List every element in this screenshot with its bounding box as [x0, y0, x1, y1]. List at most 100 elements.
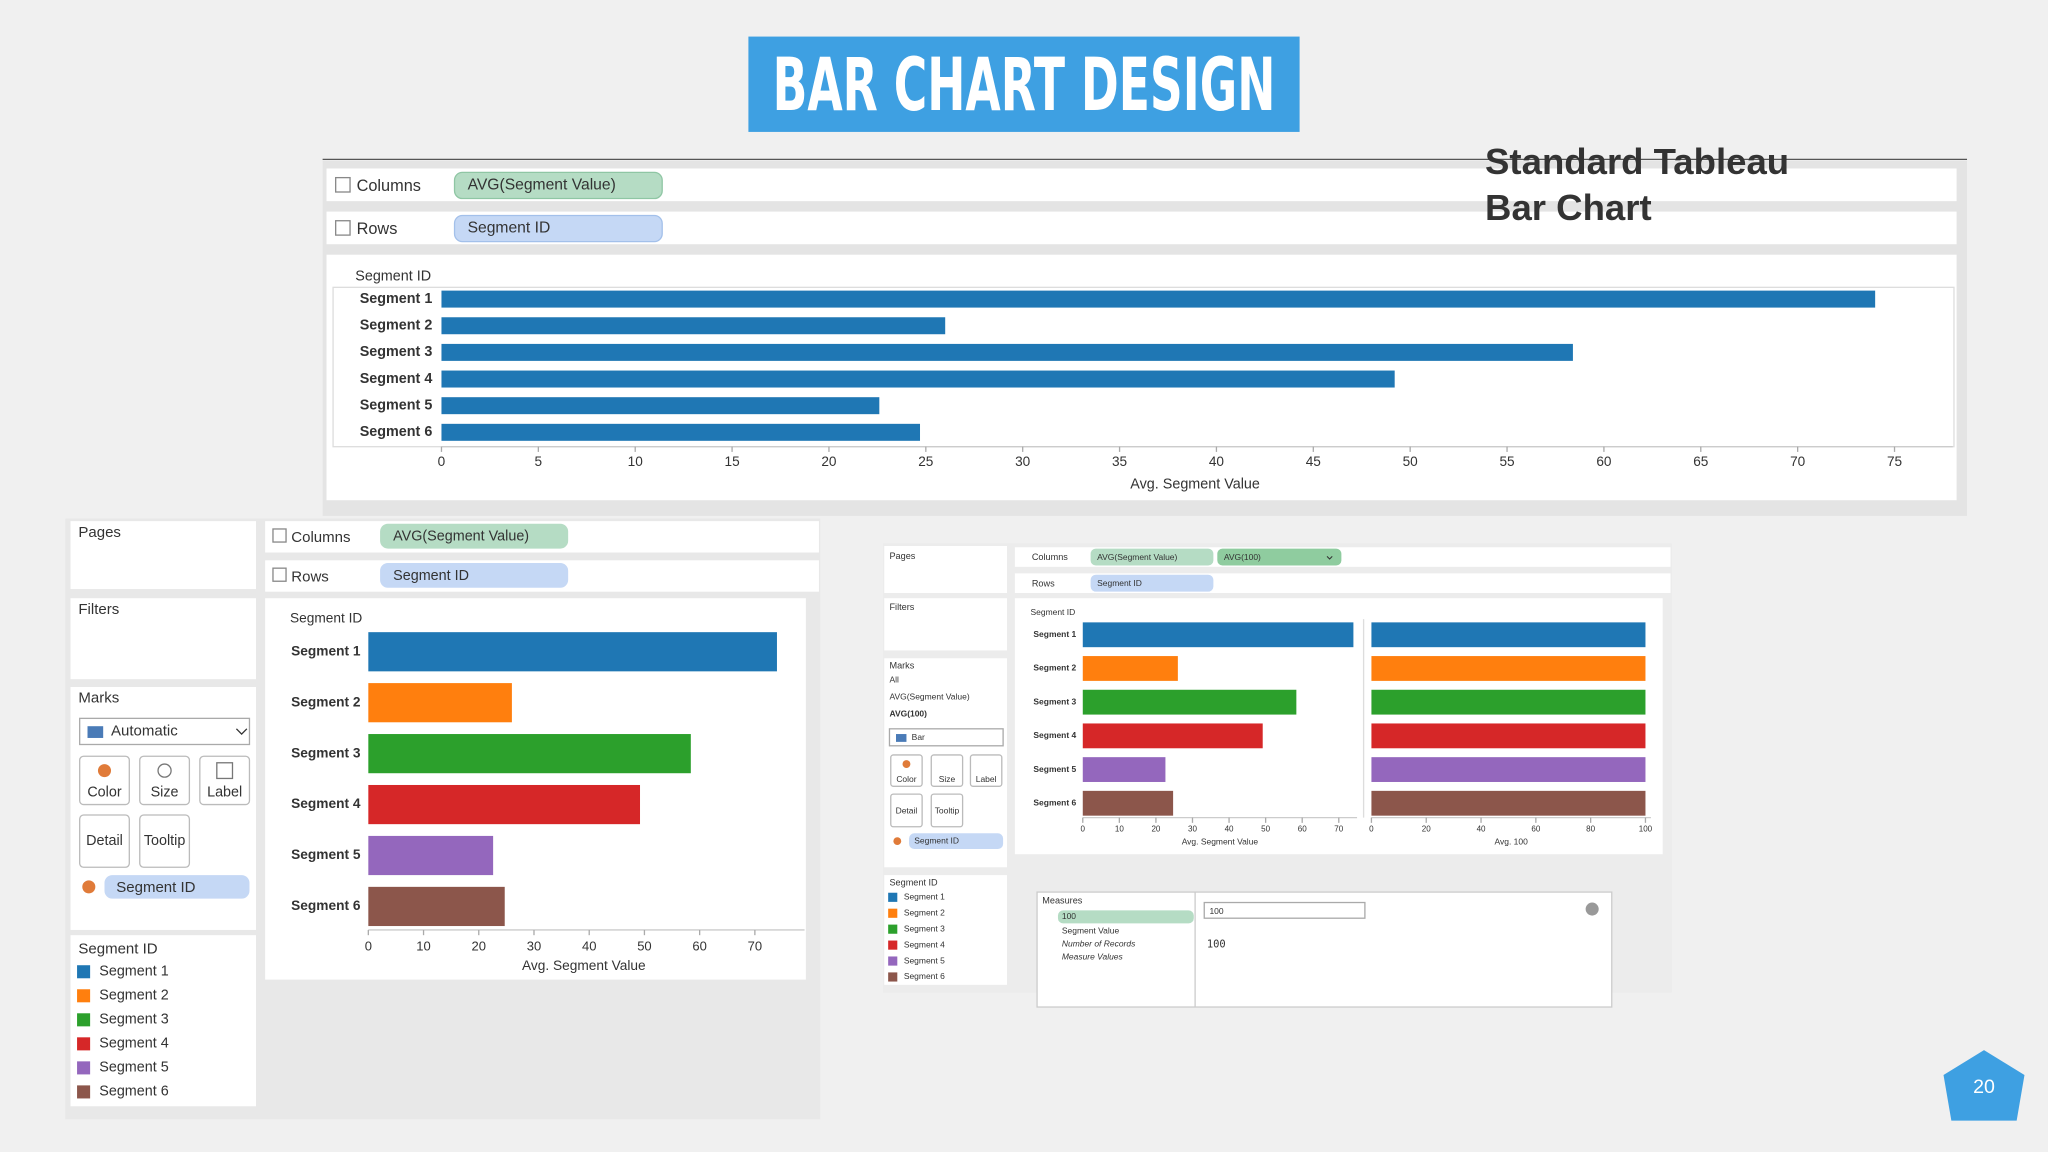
legend-card — [884, 875, 1008, 985]
x-tick-label: 75 — [1887, 454, 1902, 469]
measure[interactable]: Number of Records — [1062, 939, 1136, 949]
measure[interactable]: Measure Values — [1062, 952, 1124, 962]
pill-text: AVG(Segment Value) — [1097, 552, 1177, 562]
pill[interactable] — [1090, 574, 1214, 592]
shelf-label: Rows — [291, 568, 329, 585]
pill[interactable] — [453, 171, 663, 200]
x-tick-label: 20 — [1422, 825, 1431, 834]
legend-swatch — [77, 989, 91, 1003]
button-label: Detail — [86, 833, 123, 849]
pill[interactable] — [453, 214, 663, 243]
y-tick-label: Segment 5 — [1033, 764, 1076, 774]
pages-card — [884, 545, 1008, 593]
legend-swatch — [888, 956, 898, 966]
y-tick-label: Segment 6 — [360, 424, 433, 440]
close-button[interactable] — [1585, 902, 1599, 916]
bar — [1082, 723, 1263, 749]
pill[interactable] — [1217, 548, 1342, 566]
label-button[interactable] — [969, 754, 1003, 787]
pill[interactable] — [909, 833, 1004, 849]
input[interactable] — [1203, 901, 1366, 919]
y-tick-label: Segment 2 — [291, 694, 361, 709]
selected-measure[interactable] — [1057, 910, 1194, 924]
y-tick-label: Segment 4 — [1033, 730, 1076, 740]
y-tick-label: Segment 1 — [360, 291, 433, 307]
x-axis-title: Avg. Segment Value — [1130, 476, 1260, 492]
chevron — [235, 728, 248, 735]
legend-item: Segment 4 — [904, 939, 945, 949]
x-tick-label: 65 — [1693, 454, 1708, 469]
legend-swatch — [77, 1013, 91, 1027]
pill-text: AVG(100) — [1224, 552, 1261, 562]
button-label: Size — [939, 774, 956, 784]
legend-title: Segment ID — [889, 877, 938, 887]
color-button[interactable] — [79, 755, 130, 806]
size-icon — [157, 763, 172, 778]
marks-row[interactable]: AVG(100) — [889, 709, 927, 719]
page-number: 20 — [1973, 1076, 1995, 1098]
y-tick-label: Segment 4 — [360, 371, 433, 387]
bar — [368, 835, 494, 876]
label-button[interactable] — [199, 755, 251, 806]
x-tick-label: 40 — [1225, 825, 1234, 834]
bar — [1371, 689, 1646, 715]
y-tick-label: Segment 6 — [1033, 797, 1076, 807]
columns-icon — [272, 528, 287, 543]
x-axis-title: Avg. 100 — [1495, 837, 1529, 847]
y-tick-label: Segment 1 — [291, 643, 361, 658]
pill-icon — [893, 837, 902, 846]
size-button[interactable] — [139, 755, 191, 806]
bar — [1371, 757, 1646, 782]
x-tick-label: 70 — [748, 938, 762, 953]
detail-button[interactable] — [890, 793, 923, 828]
legend-title: Segment ID — [78, 941, 157, 958]
bar-icon — [87, 726, 104, 738]
legend-swatch — [77, 965, 91, 979]
detail-button[interactable] — [79, 814, 130, 868]
color-icon — [902, 760, 911, 768]
y-tick-label: Segment 3 — [360, 344, 433, 360]
x-tick-label: 20 — [821, 454, 837, 469]
legend-item: Segment 6 — [99, 1084, 168, 1100]
legend-item: Segment 5 — [99, 1060, 168, 1076]
x-tick-label: 0 — [365, 938, 372, 953]
pill[interactable] — [380, 562, 569, 588]
tooltip-button[interactable] — [139, 814, 191, 868]
pill[interactable] — [380, 523, 569, 549]
measure[interactable]: Segment Value — [1062, 925, 1120, 935]
size-button[interactable] — [930, 754, 964, 787]
shelf-label: Columns — [1032, 552, 1068, 562]
x-tick-label: 100 — [1639, 825, 1653, 834]
bar — [368, 784, 641, 825]
bar — [368, 632, 777, 672]
bar — [1371, 723, 1646, 749]
x-tick-label: 50 — [637, 938, 651, 953]
pill-text: Segment ID — [393, 568, 469, 584]
pill[interactable] — [1090, 548, 1214, 566]
color-button[interactable] — [890, 754, 923, 787]
y-tick-label: Segment 5 — [360, 397, 433, 413]
pill-text: Segment ID — [116, 879, 195, 896]
card-title: Filters — [78, 601, 119, 618]
y-tick-label: Segment 2 — [360, 318, 433, 334]
pill-text: Segment ID — [468, 220, 551, 237]
marks-row[interactable]: All — [889, 675, 899, 685]
bar — [441, 317, 946, 335]
measure[interactable]: 100 — [1062, 911, 1076, 921]
pill-icon — [82, 880, 96, 894]
shelf-label: Rows — [1032, 578, 1055, 588]
row-header: Segment ID — [290, 611, 362, 626]
label-icon — [216, 762, 234, 780]
tooltip-button[interactable] — [930, 793, 964, 828]
x-axis-title: Avg. Segment Value — [522, 958, 646, 973]
mark-type-dropdown[interactable] — [79, 717, 251, 746]
marks-row[interactable]: AVG(Segment Value) — [889, 692, 969, 702]
y-tick-label: Segment 2 — [1033, 663, 1076, 673]
legend-swatch — [888, 908, 898, 918]
mark-type-dropdown[interactable] — [888, 728, 1004, 747]
pill[interactable] — [104, 875, 250, 899]
bar — [441, 423, 921, 441]
bar — [1082, 689, 1297, 715]
y-tick-label: Segment 3 — [1033, 696, 1076, 706]
